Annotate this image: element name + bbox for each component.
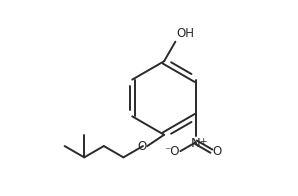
Text: N: N — [191, 137, 201, 150]
Text: +: + — [199, 137, 207, 146]
Text: OH: OH — [176, 27, 194, 40]
Text: O: O — [137, 140, 147, 152]
Text: O: O — [212, 145, 222, 158]
Text: ⁻O: ⁻O — [164, 145, 179, 158]
